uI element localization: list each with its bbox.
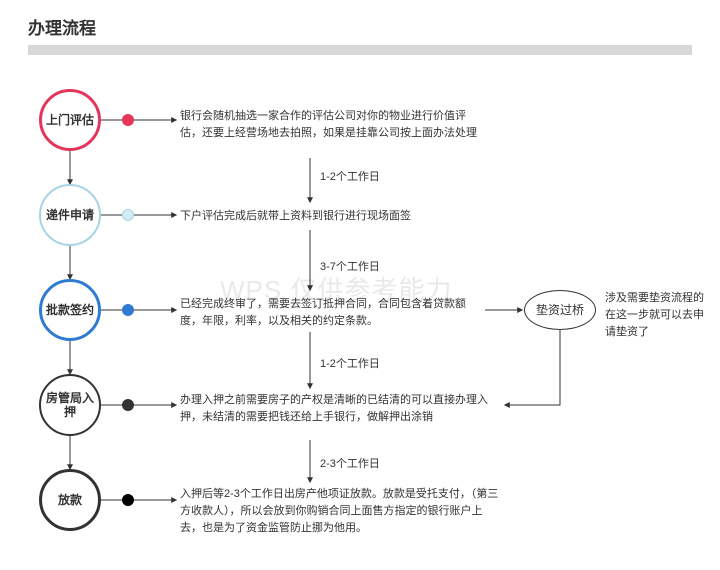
connector-dot (122, 399, 134, 411)
step-node-assessment: 上门评估 (39, 89, 101, 151)
title-bar (28, 45, 692, 55)
step-label: 递件申请 (46, 208, 94, 222)
step-node-bridge: 垫资过桥 (524, 290, 596, 330)
step-label: 上门评估 (46, 113, 94, 127)
title-block: 办理流程 (28, 14, 692, 55)
duration-label: 1-2个工作日 (320, 168, 380, 184)
step-desc: 已经完成终审了，需要去签订抵押合同，合同包含着贷款额度，年限，利率，以及相关的约… (180, 296, 480, 330)
connector-dot (122, 114, 134, 126)
duration-label: 3-7个工作日 (320, 258, 380, 274)
step-node-mortgage: 房管局入押 (39, 374, 101, 436)
step-node-disburse: 放款 (39, 469, 101, 531)
step-desc: 下户评估完成后就带上资料到银行进行现场面签 (180, 208, 490, 225)
connector-dot (122, 494, 134, 506)
step-desc: 入押后等2-3个工作日出房产他项证放款。放款是受托支付，（第三方收款人），所以会… (180, 486, 500, 537)
page-title: 办理流程 (28, 14, 692, 39)
connector-dot (122, 304, 134, 316)
step-label: 批款签约 (46, 303, 94, 317)
flowchart-canvas: 办理流程 WPS 仅供参考能力 上门评估 递件申请 批款签约 房管局入押 放款 … (0, 0, 720, 570)
step-label: 放款 (58, 493, 82, 507)
step-label: 房管局入押 (45, 391, 95, 420)
step-desc: 涉及需要垫资流程的在这一步就可以去申请垫资了 (605, 290, 705, 341)
connector-dot (122, 209, 134, 221)
step-desc: 办理入押之前需要房子的产权是清晰的已结清的可以直接办理入押，未结清的需要把钱还给… (180, 392, 500, 426)
step-node-approval: 批款签约 (39, 279, 101, 341)
flow-lines (0, 0, 720, 570)
step-desc: 银行会随机抽选一家合作的评估公司对你的物业进行价值评估，还要上经营场地去拍照，如… (180, 108, 480, 142)
duration-label: 2-3个工作日 (320, 455, 380, 471)
step-label: 垫资过桥 (536, 303, 584, 317)
duration-label: 1-2个工作日 (320, 355, 380, 371)
step-node-submit: 递件申请 (39, 184, 101, 246)
